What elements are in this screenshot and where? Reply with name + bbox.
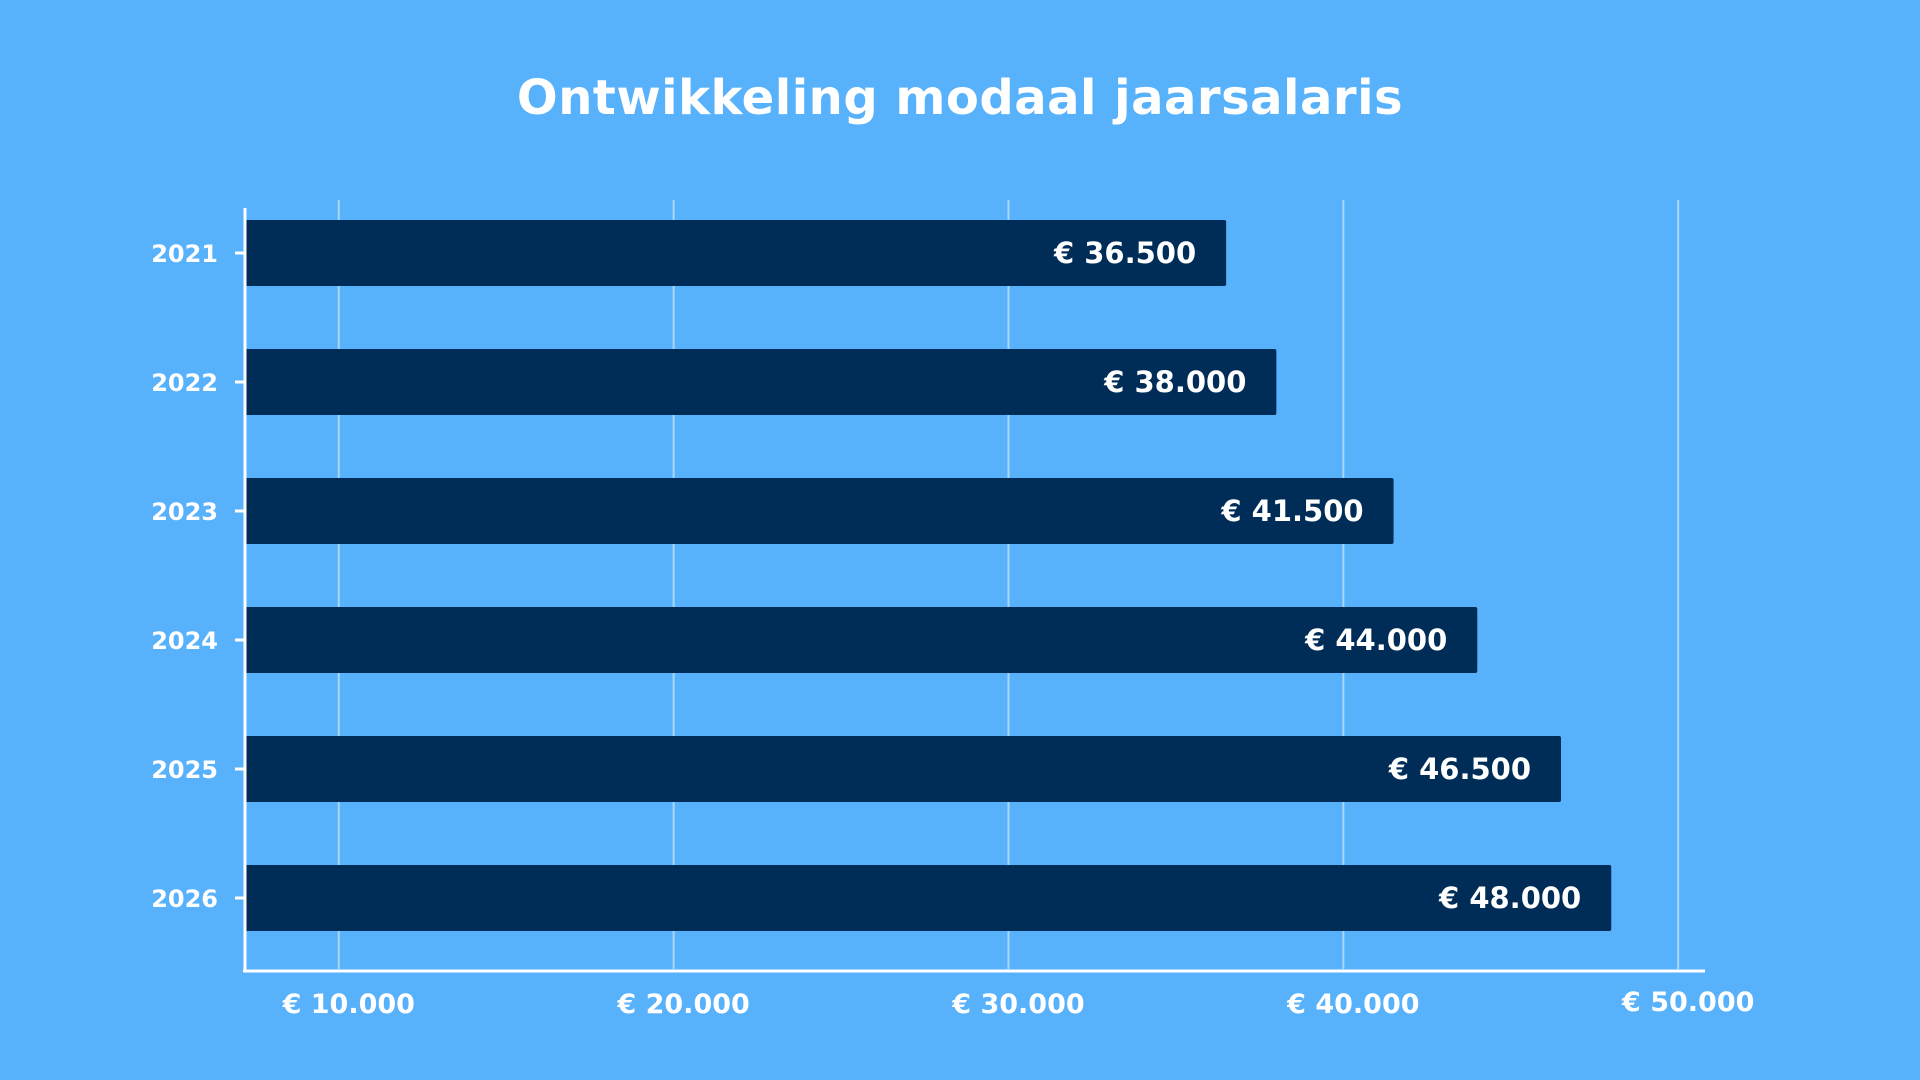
chart-title: Ontwikkeling modaal jaarsalaris [516,70,1404,126]
bar-2024 [245,607,1478,673]
category-label-2026: 2026 [151,885,218,913]
bar-2022 [245,349,1277,415]
bar-2025 [245,736,1562,802]
x-tick-label-3: € 40.000 [1286,989,1419,1020]
x-tick-label-0: € 10.000 [282,989,415,1020]
category-label-2022: 2022 [151,369,218,397]
data-label-2026: € 48.000 [1438,881,1581,915]
category-label-2025: 2025 [151,756,218,784]
category-label-2023: 2023 [151,498,218,526]
data-label-2022: € 38.000 [1103,365,1246,399]
category-label-2024: 2024 [151,627,218,655]
category-label-2021: 2021 [151,240,218,268]
x-tick-label-1: € 20.000 [616,989,749,1020]
data-label-2024: € 44.000 [1304,623,1447,657]
data-label-2025: € 46.500 [1388,752,1531,786]
bar-2021 [245,220,1227,286]
bar-2026 [245,865,1612,931]
data-label-2021: € 36.500 [1053,236,1196,270]
bar-2023 [245,478,1394,544]
data-label-2023: € 41.500 [1220,494,1363,528]
x-tick-label-4: € 50.000 [1621,987,1754,1018]
x-tick-label-2: € 30.000 [951,989,1084,1020]
